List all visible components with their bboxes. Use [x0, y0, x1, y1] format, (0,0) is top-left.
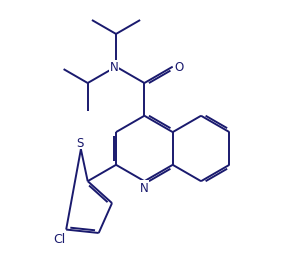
Text: N: N	[140, 181, 149, 194]
Text: N: N	[110, 61, 119, 74]
Text: Cl: Cl	[53, 232, 65, 245]
Text: O: O	[174, 61, 183, 74]
Text: S: S	[76, 136, 84, 149]
